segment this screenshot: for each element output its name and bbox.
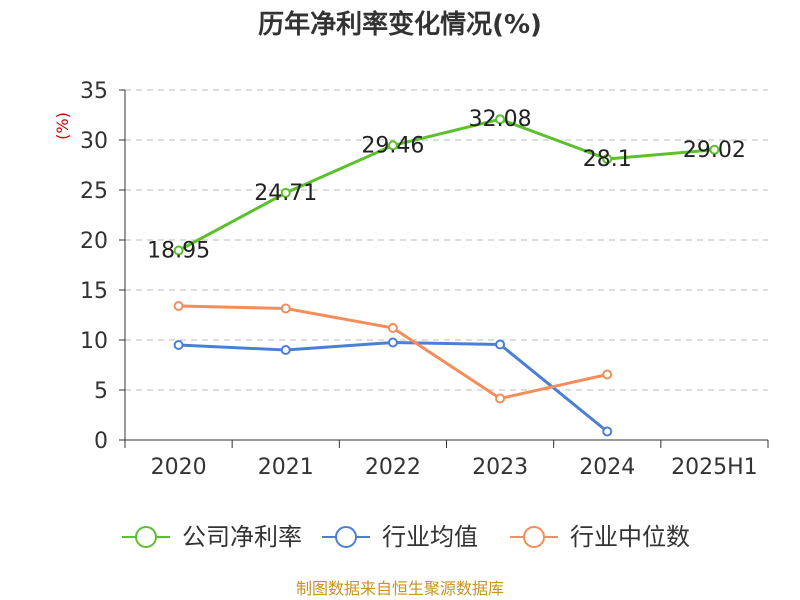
data-point [173, 245, 184, 256]
data-label: 18.95 [147, 239, 210, 264]
data-label: 32.08 [469, 107, 532, 132]
data-point [495, 114, 506, 125]
x-tick-label: 2023 [472, 455, 528, 480]
series-line [178, 341, 609, 433]
y-tick-label: 15 [80, 279, 108, 304]
x-tick-label: 2020 [151, 455, 207, 480]
data-point [602, 154, 613, 164]
data-point [173, 340, 184, 350]
series-line [177, 117, 715, 252]
x-tick-labels: 2020 2021 2022 2023 2024 2025H1 [151, 455, 758, 480]
data-point [602, 426, 613, 437]
y-tick-label: 0 [94, 429, 108, 454]
data-label: 28.1 [583, 147, 632, 172]
data-point [387, 323, 398, 333]
data-point [173, 301, 184, 311]
data-label: 29.46 [361, 133, 424, 158]
data-point [495, 339, 506, 350]
data-point [709, 144, 720, 155]
x-tick-label: 2025H1 [671, 455, 758, 480]
grid-lines [125, 89, 768, 391]
series-line [178, 304, 608, 400]
data-point [280, 303, 291, 314]
chart-title: 历年净利率变化情况(%) [258, 9, 542, 40]
x-tick-label: 2021 [258, 455, 314, 480]
y-tick-label: 20 [80, 229, 108, 254]
legend-label: 公司净利率 [182, 523, 302, 551]
data-labels: 18.95 24.71 29.46 32.08 28.1 29.02 [147, 107, 746, 263]
data-label: 29.02 [683, 138, 746, 163]
legend: 公司净利率 行业均值 行业中位数 [122, 523, 690, 551]
data-point [387, 337, 398, 348]
legend-label: 行业中位数 [570, 523, 690, 551]
data-label: 24.71 [254, 181, 317, 206]
data-point [495, 393, 506, 404]
y-tick-label: 35 [80, 79, 108, 104]
legend-label: 行业均值 [382, 523, 478, 551]
legend-swatch-marker [135, 526, 157, 548]
legend-swatch-marker [335, 526, 357, 548]
series-lines [173, 114, 720, 437]
source-note: 制图数据来自恒生聚源数据库 [296, 579, 504, 598]
y-tick-label: 30 [80, 129, 108, 154]
data-point [602, 369, 613, 380]
x-tick-label: 2022 [365, 455, 421, 480]
data-point [280, 345, 291, 355]
y-tick-label: 10 [80, 329, 108, 354]
axes [119, 89, 769, 448]
y-tick-labels: 0 5 10 15 20 25 30 35 [80, 79, 108, 454]
legend-swatch-marker [523, 526, 545, 548]
y-axis-unit: (%) [53, 112, 72, 140]
y-tick-label: 25 [80, 179, 108, 204]
data-point [387, 140, 398, 151]
data-point [280, 187, 291, 198]
y-tick-label: 5 [94, 379, 108, 404]
x-tick-label: 2024 [579, 455, 635, 480]
